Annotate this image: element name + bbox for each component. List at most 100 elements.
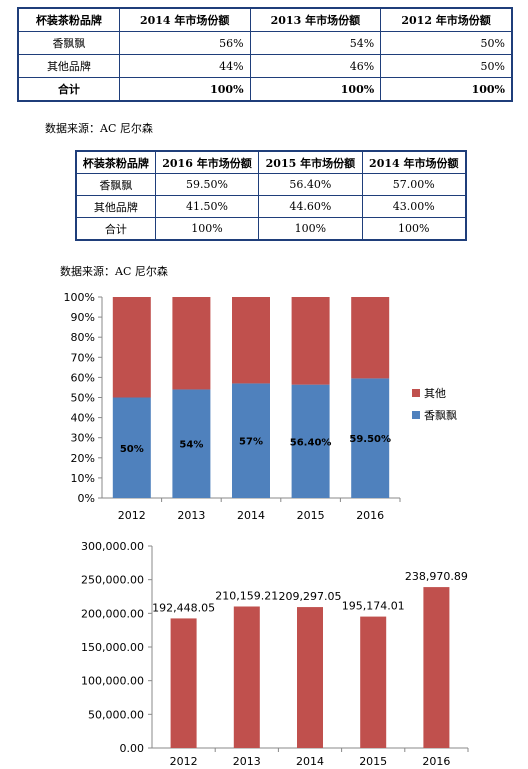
data-label: 50% [120, 444, 144, 455]
share-cell: 50% [380, 31, 513, 55]
bar-xiangpiaopiao [112, 397, 151, 498]
x-tick-label: 2013 [177, 509, 205, 522]
total-cell: 100% [249, 77, 382, 102]
table-row: 香飘飘 56% 54% 50% [17, 31, 513, 55]
header-cell: 2016 年市场份额 [154, 150, 260, 174]
bar-xiangpiaopiao [232, 383, 270, 498]
x-tick-label: 2015 [297, 509, 325, 522]
legend-label-xiangpiaopiao: 香飘飘 [424, 409, 457, 422]
legend-swatch-xiangpiaopiao [412, 411, 420, 419]
y-tick-label: 100% [64, 291, 95, 304]
share-cell: 57.00% [361, 173, 467, 196]
bar-xiangpiaopiao [291, 384, 330, 498]
data-label: 59.50% [349, 434, 391, 445]
table-total-row: 合计 100% 100% 100% [17, 77, 513, 102]
y-tick-label: 200,000.00 [81, 607, 144, 620]
x-tick-label: 2015 [359, 755, 387, 768]
share-cell: 56% [118, 31, 251, 55]
revenue-bar [360, 616, 387, 748]
bar-other [351, 297, 390, 379]
data-source-note: 数据来源：AC 尼尔森 [45, 122, 153, 135]
share-cell: 59.50% [154, 173, 260, 196]
bar-xiangpiaopiao [351, 378, 390, 498]
share-cell: 56.40% [258, 173, 363, 196]
y-tick-label: 90% [71, 311, 95, 324]
y-tick-label: 50,000.00 [88, 708, 144, 721]
table-header-row: 杯装茶粉品牌 2014 年市场份额 2013 年市场份额 2012 年市场份额 [17, 7, 513, 32]
bar-other [112, 297, 151, 398]
header-cell: 2014 年市场份额 [361, 150, 467, 174]
bar-other [172, 297, 211, 390]
header-cell: 杯装茶粉品牌 [17, 7, 120, 32]
x-tick-label: 2016 [422, 755, 450, 768]
y-tick-label: 40% [71, 412, 95, 425]
bar-other [232, 297, 270, 384]
share-cell: 41.50% [154, 195, 260, 218]
y-tick-label: 50% [71, 392, 95, 405]
y-tick-label: 30% [71, 432, 95, 445]
revenue-bar [170, 618, 197, 748]
data-label: 195,174.01 [342, 600, 405, 613]
total-label-cell: 合计 [17, 77, 120, 102]
brand-cell: 香飘飘 [75, 173, 156, 196]
table-row: 其他品牌 41.50% 44.60% 43.00% [75, 195, 467, 218]
share-cell: 50% [380, 54, 513, 78]
table-row: 合计 100% 100% 100% [75, 217, 467, 241]
share-cell: 100% [361, 217, 467, 241]
legend-label-other: 其他 [424, 387, 446, 400]
x-tick-label: 2016 [356, 509, 384, 522]
revenue-bar [423, 587, 450, 748]
y-tick-label: 0.00 [120, 742, 145, 755]
y-tick-label: 250,000.00 [81, 574, 144, 587]
market-share-table-2014-2016: 杯装茶粉品牌 2016 年市场份额 2015 年市场份额 2014 年市场份额 … [75, 150, 467, 241]
market-share-table-2012-2014: 杯装茶粉品牌 2014 年市场份额 2013 年市场份额 2012 年市场份额 … [17, 7, 513, 102]
share-cell: 43.00% [361, 195, 467, 218]
y-tick-label: 300,000.00 [81, 540, 144, 553]
y-tick-label: 100,000.00 [81, 675, 144, 688]
brand-cell: 香飘飘 [17, 31, 120, 55]
data-source-note: 数据来源：AC 尼尔森 [60, 265, 168, 278]
share-cell: 46% [249, 54, 382, 78]
table-row: 香飘飘 59.50% 56.40% 57.00% [75, 173, 467, 196]
header-cell: 2013 年市场份额 [249, 7, 382, 32]
revenue-bar [233, 606, 260, 748]
total-cell: 100% [118, 77, 251, 102]
data-label: 54% [179, 440, 203, 451]
data-label: 56.40% [290, 437, 332, 448]
x-tick-label: 2013 [233, 755, 261, 768]
data-label: 57% [239, 437, 263, 448]
brand-cell: 其他品牌 [75, 195, 156, 218]
header-cell: 2012 年市场份额 [380, 7, 513, 32]
x-tick-label: 2012 [170, 755, 198, 768]
x-tick-label: 2014 [237, 509, 265, 522]
y-tick-label: 150,000.00 [81, 641, 144, 654]
share-cell: 100% [258, 217, 363, 241]
table-header-row: 杯装茶粉品牌 2016 年市场份额 2015 年市场份额 2014 年市场份额 [75, 150, 467, 174]
y-tick-label: 60% [71, 371, 95, 384]
share-cell: 44.60% [258, 195, 363, 218]
bar-xiangpiaopiao [172, 389, 211, 498]
bar-other [291, 297, 330, 385]
brand-cell: 其他品牌 [17, 54, 120, 78]
x-tick-label: 2012 [118, 509, 146, 522]
legend-swatch-other [412, 389, 420, 397]
share-cell: 54% [249, 31, 382, 55]
brand-cell: 合计 [75, 217, 156, 241]
data-label: 209,297.05 [279, 590, 342, 603]
share-cell: 100% [154, 217, 260, 241]
header-cell: 2014 年市场份额 [118, 7, 251, 32]
y-tick-label: 70% [71, 351, 95, 364]
data-label: 210,159.21 [215, 589, 278, 602]
header-cell: 2015 年市场份额 [258, 150, 363, 174]
header-cell: 杯装茶粉品牌 [75, 150, 156, 174]
data-label: 192,448.05 [152, 601, 215, 614]
y-tick-label: 20% [71, 452, 95, 465]
revenue-bar [297, 607, 323, 748]
x-tick-label: 2014 [296, 755, 324, 768]
data-label: 238,970.89 [405, 570, 468, 583]
y-tick-label: 10% [71, 472, 95, 485]
y-tick-label: 0% [78, 492, 95, 505]
share-cell: 44% [118, 54, 251, 78]
market-share-stacked-chart: 0% 10% 20% 30% 40% 50% 60% 70% 80% 90% 100% 50% 2012… [64, 291, 457, 522]
y-tick-label: 80% [71, 331, 95, 344]
